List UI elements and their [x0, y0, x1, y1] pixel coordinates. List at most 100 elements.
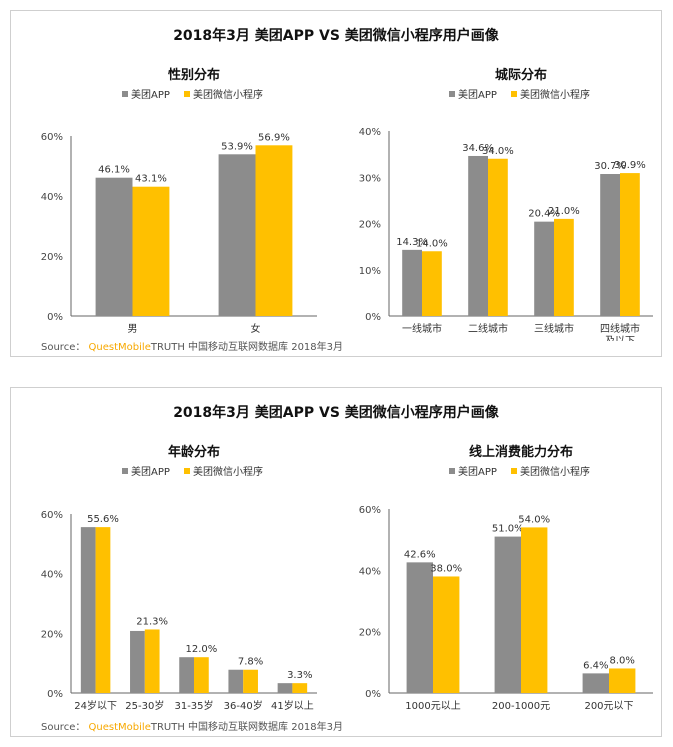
data-label: 14.3% [396, 237, 428, 248]
category-label: 36-40岁 [224, 699, 263, 712]
bar [582, 673, 609, 693]
category-label-line: 男 [128, 323, 138, 335]
chart-title: 线上消费能力分布 [469, 444, 573, 460]
data-label: 12.0% [185, 644, 217, 655]
source-prefix: Source： [41, 722, 86, 733]
category-label: 一线城市 [402, 322, 442, 335]
data-label: 21.0% [548, 206, 580, 217]
legend-label: 美团微信小程序 [193, 88, 263, 101]
category-label-line: 四线城市 [600, 322, 640, 335]
category-label-line: 一线城市 [402, 322, 442, 335]
data-label: 6.4% [583, 660, 608, 671]
data-label: 46.1% [98, 165, 130, 176]
data-label: 38.0% [430, 563, 462, 574]
bar [422, 251, 442, 316]
category-label: 男 [128, 323, 138, 335]
legend-swatch [122, 468, 128, 474]
data-label: 30.7% [594, 161, 626, 172]
data-label: 51.0% [492, 524, 524, 535]
data-label: 21.3% [136, 616, 168, 627]
y-tick-label: 60% [41, 510, 63, 521]
category-label: 24岁以下 [74, 699, 117, 712]
bar [521, 527, 548, 693]
y-tick-label: 60% [41, 132, 63, 143]
data-label: 30.9% [614, 160, 646, 171]
legend-swatch [511, 468, 517, 474]
legend-label: 美团APP [131, 88, 170, 101]
bar [468, 155, 488, 316]
source-note: Source： QuestMobileTRUTH 中国移动互联网数据库 2018… [41, 338, 343, 353]
category-label-line: 二线城市 [468, 322, 508, 335]
bar [620, 173, 640, 316]
y-tick-label: 0% [365, 312, 381, 323]
bar [488, 158, 508, 316]
data-label: 20.4% [528, 209, 560, 220]
data-label: 34.6% [462, 143, 494, 154]
y-tick-label: 20% [41, 252, 63, 263]
source-prefix: Source： [41, 342, 86, 353]
bar [95, 177, 133, 316]
chart-title: 性别分布 [168, 67, 220, 83]
source-brand: QuestMobile [88, 342, 151, 353]
category-label-line: 41岁以上 [271, 699, 314, 712]
category-label: 二线城市 [468, 322, 508, 335]
data-label: 54.0% [518, 514, 550, 525]
data-label: 55.6% [87, 514, 119, 525]
category-label-line: 31-35岁 [174, 699, 213, 712]
category-label: 200-1000元 [492, 701, 550, 712]
data-label: 34.0% [482, 146, 514, 157]
y-tick-label: 20% [359, 628, 381, 639]
category-label-line: 200-1000元 [492, 701, 550, 712]
category-label: 三线城市 [534, 322, 574, 335]
legend-label: 美团微信小程序 [520, 465, 590, 478]
source-suffix: TRUTH 中国移动互联网数据库 2018年3月 [150, 722, 344, 733]
category-label-line: 200元以下 [584, 701, 633, 712]
legend-swatch [184, 468, 190, 474]
legend-swatch [449, 468, 455, 474]
y-tick-label: 40% [359, 127, 381, 138]
category-label: 四线城市及以下 [600, 322, 640, 341]
bar [144, 629, 160, 693]
chart-title: 城际分布 [495, 67, 547, 83]
bar [95, 527, 111, 693]
y-tick-label: 0% [365, 689, 381, 700]
source-brand: QuestMobile [88, 722, 151, 733]
category-label-line: 三线城市 [534, 322, 574, 335]
bar [194, 657, 209, 693]
bar [80, 527, 96, 693]
category-label: 1000元以上 [405, 700, 460, 712]
y-tick-label: 60% [359, 505, 381, 516]
data-label: 8.0% [609, 655, 634, 666]
bar [179, 657, 194, 693]
y-tick-label: 20% [41, 629, 63, 640]
category-label-line: 24岁以下 [74, 699, 117, 712]
panel-title: 2018年3月 美团APP VS 美团微信小程序用户画像 [173, 28, 499, 44]
bar [130, 630, 145, 693]
bar [228, 669, 244, 693]
legend-swatch [184, 91, 190, 97]
source-note: Source： QuestMobileTRUTH 中国移动互联网数据库 2018… [41, 718, 343, 733]
data-label: 3.3% [287, 670, 312, 681]
bar [406, 562, 433, 693]
data-label: 42.6% [404, 549, 436, 560]
panel-title: 2018年3月 美团APP VS 美团微信小程序用户画像 [173, 405, 499, 421]
category-label: 41岁以上 [271, 699, 314, 712]
data-label: 14.0% [416, 238, 448, 249]
y-tick-label: 40% [41, 192, 63, 203]
category-label-line: 女 [251, 322, 261, 335]
legend-label: 美团APP [131, 465, 170, 478]
source-suffix: TRUTH 中国移动互联网数据库 2018年3月 [150, 342, 344, 353]
legend-label: 美团微信小程序 [520, 88, 590, 101]
category-label-line: 25-30岁 [125, 699, 164, 712]
y-tick-label: 40% [41, 570, 63, 581]
bar [554, 218, 574, 316]
y-tick-label: 0% [47, 312, 63, 323]
legend-label: 美团APP [458, 465, 497, 478]
y-tick-label: 10% [359, 266, 381, 277]
y-tick-label: 20% [359, 220, 381, 231]
legend-swatch [122, 91, 128, 97]
bar [600, 174, 620, 316]
